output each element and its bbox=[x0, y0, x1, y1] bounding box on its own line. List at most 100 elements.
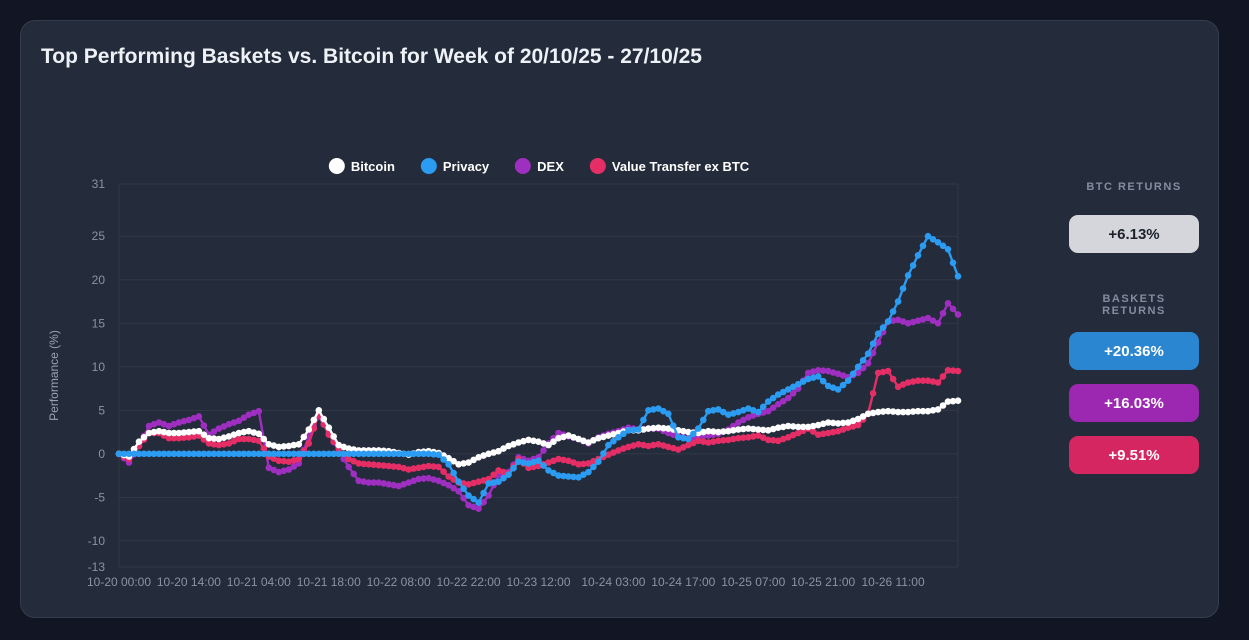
data-point bbox=[240, 435, 248, 443]
data-point bbox=[125, 450, 133, 458]
data-point bbox=[290, 457, 298, 464]
legend-item-privacy[interactable]: Privacy bbox=[420, 158, 489, 174]
data-point bbox=[749, 425, 757, 433]
data-point bbox=[535, 462, 542, 470]
data-point bbox=[650, 424, 657, 432]
data-point bbox=[275, 443, 283, 451]
data-point bbox=[385, 450, 393, 458]
data-point bbox=[420, 475, 427, 482]
data-point bbox=[645, 442, 652, 450]
data-point bbox=[605, 451, 612, 459]
chart-legend: Bitcoin Privacy DEX Value Transfer ex BTC bbox=[328, 158, 749, 174]
data-point bbox=[630, 426, 637, 434]
data-point bbox=[849, 417, 857, 425]
data-point bbox=[150, 428, 158, 436]
data-point bbox=[480, 498, 487, 506]
data-point bbox=[784, 386, 792, 393]
data-point bbox=[929, 378, 937, 385]
data-point bbox=[225, 440, 233, 447]
legend-item-value-transfer-ex-btc[interactable]: Value Transfer ex BTC bbox=[589, 158, 749, 174]
data-point bbox=[585, 439, 592, 446]
data-point bbox=[690, 439, 697, 447]
data-point bbox=[390, 463, 398, 470]
data-point bbox=[285, 466, 293, 473]
data-point bbox=[715, 437, 722, 445]
data-point bbox=[725, 411, 732, 419]
data-point bbox=[749, 433, 757, 440]
data-point bbox=[889, 317, 897, 325]
data-point bbox=[160, 420, 168, 428]
data-point bbox=[205, 450, 213, 458]
data-point bbox=[255, 430, 263, 438]
data-point bbox=[395, 450, 403, 458]
data-point bbox=[225, 420, 233, 428]
data-point bbox=[774, 391, 782, 398]
data-point bbox=[685, 435, 692, 443]
data-point bbox=[824, 419, 832, 426]
data-point bbox=[934, 406, 942, 413]
data-point bbox=[635, 441, 642, 448]
chart-card: Top Performing Baskets vs. Bitcoin for W… bbox=[20, 20, 1219, 618]
y-tick-label: 20 bbox=[92, 273, 106, 287]
data-point bbox=[889, 408, 897, 415]
data-point bbox=[740, 425, 747, 433]
data-point bbox=[175, 434, 183, 442]
data-point bbox=[844, 419, 852, 426]
data-point bbox=[929, 407, 937, 414]
data-point bbox=[450, 469, 457, 477]
data-point bbox=[445, 481, 452, 489]
data-point bbox=[924, 407, 932, 415]
data-point bbox=[210, 450, 218, 458]
basket-return-badge: +9.51% bbox=[1069, 436, 1199, 474]
data-point bbox=[789, 390, 797, 397]
data-point bbox=[605, 432, 612, 439]
data-point bbox=[565, 473, 572, 480]
data-point bbox=[495, 478, 502, 486]
data-point bbox=[430, 463, 437, 470]
data-point bbox=[590, 437, 597, 444]
data-point bbox=[889, 308, 897, 315]
data-point bbox=[235, 450, 243, 458]
data-point bbox=[420, 463, 427, 471]
data-point bbox=[285, 442, 293, 450]
data-point bbox=[290, 463, 298, 470]
data-point bbox=[819, 367, 827, 375]
data-point bbox=[350, 470, 358, 478]
data-point bbox=[480, 452, 487, 459]
data-point bbox=[779, 397, 787, 405]
data-point bbox=[904, 379, 912, 386]
data-point bbox=[405, 450, 413, 458]
data-point bbox=[819, 377, 827, 385]
x-tick-label: 10-20 14:00 bbox=[157, 575, 221, 589]
data-point bbox=[235, 435, 243, 443]
data-point bbox=[360, 450, 368, 458]
data-point bbox=[894, 408, 902, 416]
data-point bbox=[235, 429, 243, 437]
data-point bbox=[620, 445, 627, 452]
data-point bbox=[565, 457, 572, 465]
data-point bbox=[625, 427, 632, 434]
data-point bbox=[929, 236, 937, 243]
data-point bbox=[879, 368, 887, 376]
data-point bbox=[490, 479, 497, 486]
data-point bbox=[535, 457, 542, 465]
data-point bbox=[550, 457, 557, 465]
legend-item-bitcoin[interactable]: Bitcoin bbox=[328, 158, 395, 174]
data-point bbox=[874, 408, 882, 416]
data-point bbox=[355, 460, 363, 467]
data-point bbox=[645, 407, 652, 414]
legend-item-dex[interactable]: DEX bbox=[515, 158, 564, 174]
data-point bbox=[944, 398, 952, 405]
data-point bbox=[540, 447, 547, 454]
data-point bbox=[280, 467, 288, 475]
data-point bbox=[774, 437, 782, 445]
data-point bbox=[650, 406, 657, 413]
data-point bbox=[705, 427, 712, 435]
data-point bbox=[400, 481, 408, 488]
data-point bbox=[345, 455, 353, 463]
data-point bbox=[789, 383, 797, 391]
data-point bbox=[550, 469, 557, 477]
data-point bbox=[934, 379, 942, 386]
data-point bbox=[345, 445, 353, 452]
data-point bbox=[779, 388, 787, 396]
